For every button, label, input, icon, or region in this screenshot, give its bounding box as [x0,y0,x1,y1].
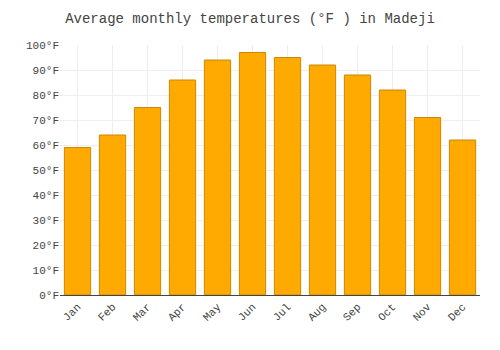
svg-text:Apr: Apr [166,301,188,323]
svg-text:Mar: Mar [131,301,153,323]
svg-text:20°F: 20°F [33,240,59,252]
svg-text:70°F: 70°F [33,115,59,127]
svg-text:40°F: 40°F [33,190,59,202]
svg-text:Jan: Jan [61,301,83,323]
svg-text:May: May [201,301,224,324]
svg-text:Oct: Oct [376,301,398,323]
svg-text:0°F: 0°F [39,290,59,302]
svg-text:Jun: Jun [236,301,258,323]
svg-text:Average monthly temperatures (: Average monthly temperatures (°F ) in Ma… [65,11,435,27]
svg-text:Feb: Feb [96,301,118,323]
svg-text:Aug: Aug [306,301,328,323]
svg-text:80°F: 80°F [33,90,59,102]
svg-text:Jul: Jul [271,301,293,323]
svg-text:100°F: 100°F [26,40,59,52]
svg-text:30°F: 30°F [33,215,59,227]
svg-text:10°F: 10°F [33,265,59,277]
svg-text:90°F: 90°F [33,65,59,77]
svg-text:60°F: 60°F [33,140,59,152]
svg-text:Dec: Dec [446,301,468,323]
svg-text:Nov: Nov [411,301,434,324]
svg-text:Sep: Sep [341,301,363,323]
svg-text:50°F: 50°F [33,165,59,177]
